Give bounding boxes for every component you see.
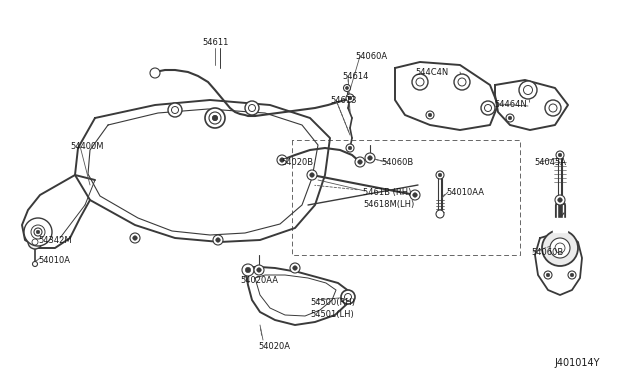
Circle shape [348, 96, 352, 100]
Text: 54342M: 54342M [38, 236, 72, 245]
Text: 54614: 54614 [342, 72, 369, 81]
Circle shape [555, 195, 565, 205]
Circle shape [348, 96, 351, 100]
Circle shape [438, 173, 442, 177]
Circle shape [341, 290, 355, 304]
Circle shape [150, 68, 160, 78]
Circle shape [348, 146, 352, 150]
Circle shape [436, 210, 444, 218]
Circle shape [558, 153, 562, 157]
Text: 54618M(LH): 54618M(LH) [363, 200, 414, 209]
Circle shape [550, 238, 570, 258]
Circle shape [213, 235, 223, 245]
Circle shape [36, 230, 40, 234]
Circle shape [216, 238, 220, 242]
Circle shape [412, 74, 428, 90]
Circle shape [245, 101, 259, 115]
Text: J401014Y: J401014Y [554, 358, 600, 368]
Circle shape [542, 230, 578, 266]
Text: 54045A: 54045A [534, 158, 566, 167]
Text: 54060B: 54060B [381, 158, 413, 167]
Text: 54020A: 54020A [258, 342, 290, 351]
Circle shape [245, 267, 251, 273]
Text: 54010AA: 54010AA [446, 188, 484, 197]
Circle shape [28, 235, 42, 249]
Circle shape [481, 101, 495, 115]
Circle shape [254, 265, 264, 275]
Circle shape [410, 190, 420, 200]
Circle shape [556, 151, 564, 159]
Text: 54500(RH): 54500(RH) [310, 298, 355, 307]
Circle shape [212, 115, 218, 121]
Text: 54010A: 54010A [38, 256, 70, 265]
Circle shape [508, 116, 512, 120]
Circle shape [310, 173, 314, 177]
Circle shape [368, 156, 372, 160]
Circle shape [292, 266, 297, 270]
Circle shape [365, 153, 375, 163]
Text: 54400M: 54400M [70, 142, 104, 151]
Circle shape [209, 112, 221, 124]
Circle shape [346, 86, 349, 90]
Circle shape [257, 268, 261, 272]
Circle shape [436, 171, 444, 179]
Circle shape [506, 114, 514, 122]
Circle shape [413, 193, 417, 197]
Circle shape [277, 155, 287, 165]
Circle shape [570, 273, 574, 277]
Circle shape [34, 228, 42, 236]
Circle shape [307, 170, 317, 180]
Circle shape [130, 233, 140, 243]
Circle shape [557, 198, 563, 202]
Circle shape [280, 158, 284, 162]
Circle shape [346, 144, 354, 152]
Circle shape [346, 94, 354, 102]
Circle shape [545, 100, 561, 116]
Circle shape [344, 84, 351, 92]
Circle shape [454, 74, 470, 90]
Text: 54060B: 54060B [531, 248, 563, 257]
Text: 54611: 54611 [202, 38, 228, 47]
Circle shape [568, 271, 576, 279]
Circle shape [205, 108, 225, 128]
Circle shape [519, 81, 537, 99]
Text: 54464N: 54464N [494, 100, 527, 109]
Circle shape [24, 218, 52, 246]
Text: 54020AA: 54020AA [240, 276, 278, 285]
Circle shape [428, 113, 432, 117]
Circle shape [544, 271, 552, 279]
Circle shape [132, 236, 137, 240]
Text: 54020B: 54020B [281, 158, 313, 167]
Circle shape [32, 239, 38, 245]
Circle shape [426, 111, 434, 119]
Circle shape [355, 157, 365, 167]
Circle shape [290, 263, 300, 273]
Text: 5461B (RH): 5461B (RH) [363, 188, 412, 197]
Text: 54613: 54613 [330, 96, 356, 105]
Circle shape [546, 273, 550, 277]
Circle shape [33, 262, 38, 266]
Text: 54501(LH): 54501(LH) [310, 310, 354, 319]
Circle shape [242, 264, 254, 276]
Circle shape [168, 103, 182, 117]
Circle shape [358, 160, 362, 164]
Text: 54060A: 54060A [355, 52, 387, 61]
Circle shape [212, 115, 218, 121]
Text: 544C4N: 544C4N [415, 68, 448, 77]
Circle shape [346, 94, 353, 102]
